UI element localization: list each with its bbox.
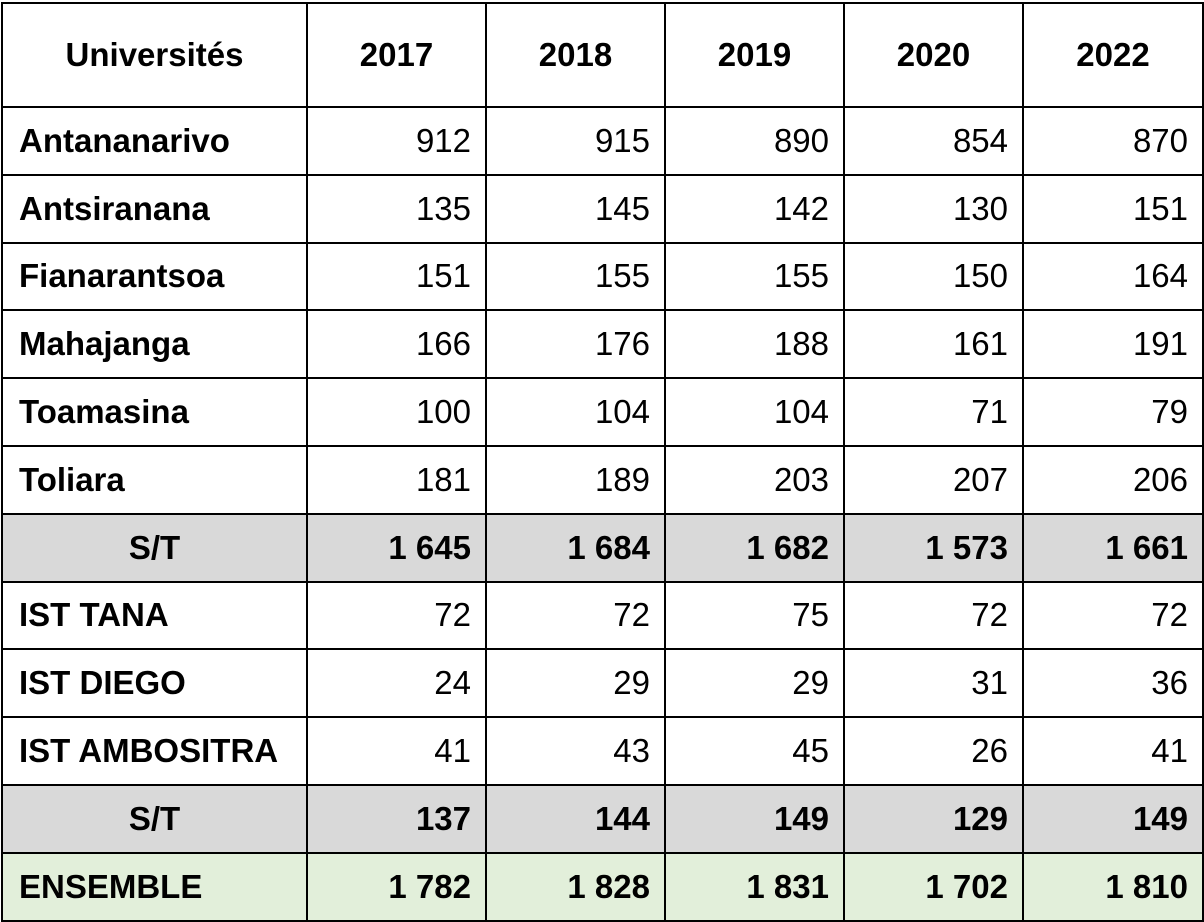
subtotal-value: 1 661 bbox=[1022, 512, 1204, 583]
cell-value: 29 bbox=[664, 648, 845, 719]
row-label: IST TANA bbox=[1, 580, 308, 651]
cell-value: 104 bbox=[485, 377, 666, 447]
subtotal-row: S/T 1 645 1 684 1 682 1 573 1 661 bbox=[1, 512, 1204, 583]
cell-value: 854 bbox=[843, 106, 1024, 176]
header-universites: Universités bbox=[1, 2, 308, 108]
cell-value: 41 bbox=[1022, 716, 1204, 786]
table-row: IST DIEGO 24 29 29 31 36 bbox=[1, 648, 1204, 719]
subtotal-value: 144 bbox=[485, 783, 666, 854]
cell-value: 29 bbox=[485, 648, 666, 719]
subtotal-value: 137 bbox=[306, 783, 487, 854]
cell-value: 151 bbox=[306, 241, 487, 312]
cell-value: 26 bbox=[843, 716, 1024, 786]
header-2018: 2018 bbox=[485, 2, 666, 108]
total-row: ENSEMBLE 1 782 1 828 1 831 1 702 1 810 bbox=[1, 851, 1204, 922]
row-label: Mahajanga bbox=[1, 309, 308, 380]
subtotal-label: S/T bbox=[1, 783, 308, 854]
subtotal-value: 1 573 bbox=[843, 512, 1024, 583]
table-row: Toliara 181 189 203 207 206 bbox=[1, 444, 1204, 515]
subtotal-value: 1 684 bbox=[485, 512, 666, 583]
cell-value: 72 bbox=[843, 580, 1024, 651]
subtotal-value: 129 bbox=[843, 783, 1024, 854]
cell-value: 155 bbox=[485, 241, 666, 312]
cell-value: 104 bbox=[664, 377, 845, 447]
cell-value: 142 bbox=[664, 173, 845, 244]
cell-value: 145 bbox=[485, 173, 666, 244]
cell-value: 912 bbox=[306, 106, 487, 176]
cell-value: 176 bbox=[485, 309, 666, 380]
row-label: Toamasina bbox=[1, 377, 308, 447]
table-row: IST AMBOSITRA 41 43 45 26 41 bbox=[1, 716, 1204, 786]
subtotal-value: 149 bbox=[664, 783, 845, 854]
row-label: IST DIEGO bbox=[1, 648, 308, 719]
row-label: Antsiranana bbox=[1, 173, 308, 244]
subtotal-row: S/T 137 144 149 129 149 bbox=[1, 783, 1204, 854]
cell-value: 130 bbox=[843, 173, 1024, 244]
cell-value: 75 bbox=[664, 580, 845, 651]
cell-value: 151 bbox=[1022, 173, 1204, 244]
cell-value: 41 bbox=[306, 716, 487, 786]
cell-value: 166 bbox=[306, 309, 487, 380]
header-2022: 2022 bbox=[1022, 2, 1204, 108]
total-label: ENSEMBLE bbox=[1, 851, 308, 922]
subtotal-value: 1 645 bbox=[306, 512, 487, 583]
cell-value: 870 bbox=[1022, 106, 1204, 176]
cell-value: 24 bbox=[306, 648, 487, 719]
cell-value: 72 bbox=[306, 580, 487, 651]
header-2017: 2017 bbox=[306, 2, 487, 108]
cell-value: 155 bbox=[664, 241, 845, 312]
total-value: 1 782 bbox=[306, 851, 487, 922]
cell-value: 164 bbox=[1022, 241, 1204, 312]
cell-value: 135 bbox=[306, 173, 487, 244]
cell-value: 100 bbox=[306, 377, 487, 447]
cell-value: 206 bbox=[1022, 444, 1204, 515]
cell-value: 890 bbox=[664, 106, 845, 176]
total-value: 1 831 bbox=[664, 851, 845, 922]
header-row: Universités 2017 2018 2019 2020 2022 bbox=[1, 2, 1204, 108]
cell-value: 207 bbox=[843, 444, 1024, 515]
row-label: Fianarantsoa bbox=[1, 241, 308, 312]
cell-value: 31 bbox=[843, 648, 1024, 719]
cell-value: 189 bbox=[485, 444, 666, 515]
header-2019: 2019 bbox=[664, 2, 845, 108]
cell-value: 150 bbox=[843, 241, 1024, 312]
subtotal-value: 149 bbox=[1022, 783, 1204, 854]
cell-value: 161 bbox=[843, 309, 1024, 380]
total-value: 1 810 bbox=[1022, 851, 1204, 922]
row-label: Toliara bbox=[1, 444, 308, 515]
cell-value: 191 bbox=[1022, 309, 1204, 380]
cell-value: 45 bbox=[664, 716, 845, 786]
total-value: 1 828 bbox=[485, 851, 666, 922]
table-row: Antananarivo 912 915 890 854 870 bbox=[1, 106, 1204, 176]
cell-value: 79 bbox=[1022, 377, 1204, 447]
table-row: Toamasina 100 104 104 71 79 bbox=[1, 377, 1204, 447]
cell-value: 72 bbox=[485, 580, 666, 651]
subtotal-value: 1 682 bbox=[664, 512, 845, 583]
cell-value: 72 bbox=[1022, 580, 1204, 651]
row-label: Antananarivo bbox=[1, 106, 308, 176]
table-row: Antsiranana 135 145 142 130 151 bbox=[1, 173, 1204, 244]
cell-value: 71 bbox=[843, 377, 1024, 447]
table-row: Fianarantsoa 151 155 155 150 164 bbox=[1, 241, 1204, 312]
cell-value: 181 bbox=[306, 444, 487, 515]
header-2020: 2020 bbox=[843, 2, 1024, 108]
subtotal-label: S/T bbox=[1, 512, 308, 583]
row-label: IST AMBOSITRA bbox=[1, 716, 308, 786]
table-row: IST TANA 72 72 75 72 72 bbox=[1, 580, 1204, 651]
cell-value: 188 bbox=[664, 309, 845, 380]
cell-value: 36 bbox=[1022, 648, 1204, 719]
total-value: 1 702 bbox=[843, 851, 1024, 922]
cell-value: 43 bbox=[485, 716, 666, 786]
cell-value: 203 bbox=[664, 444, 845, 515]
cell-value: 915 bbox=[485, 106, 666, 176]
table-row: Mahajanga 166 176 188 161 191 bbox=[1, 309, 1204, 380]
